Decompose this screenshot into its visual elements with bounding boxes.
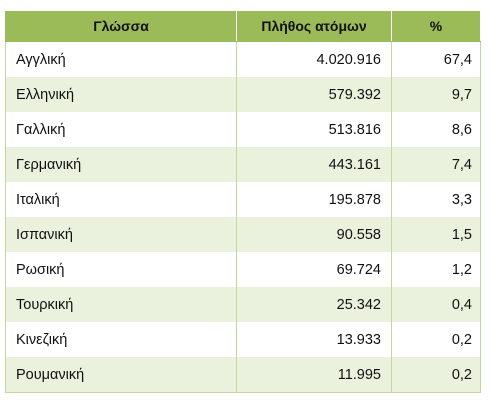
cell-percent: 3,3 [391,182,481,217]
cell-count: 4.020.916 [236,41,392,77]
cell-percent: 9,7 [391,77,481,112]
cell-count: 513.816 [236,112,392,147]
cell-language: Γαλλική [5,112,237,147]
cell-language: Ελληνική [5,77,237,112]
table-row: Κινεζική 13.933 0,2 [5,322,481,357]
cell-language: Κινεζική [5,322,237,357]
cell-language: Ρουμανική [5,357,237,393]
cell-language: Τουρκική [5,287,237,322]
cell-percent: 0,2 [391,357,481,393]
cell-count: 579.392 [236,77,392,112]
cell-language: Γερμανική [5,147,237,182]
cell-language: Ισπανική [5,217,237,252]
table-row: Ελληνική 579.392 9,7 [5,77,481,112]
cell-language: Αγγλική [5,41,237,77]
cell-count: 25.342 [236,287,392,322]
cell-percent: 1,2 [391,252,481,287]
cell-language: Ρωσική [5,252,237,287]
cell-count: 11.995 [236,357,392,393]
table-row: Ιταλική 195.878 3,3 [5,182,481,217]
languages-table: Γλώσσα Πλήθος ατόμων % Αγγλική 4.020.916… [5,10,481,393]
cell-percent: 8,6 [391,112,481,147]
header-language: Γλώσσα [5,10,237,42]
table-row: Γερμανική 443.161 7,4 [5,147,481,182]
cell-percent: 67,4 [391,41,481,77]
table-row: Αγγλική 4.020.916 67,4 [5,41,481,77]
cell-count: 90.558 [236,217,392,252]
cell-count: 13.933 [236,322,392,357]
header-row: Γλώσσα Πλήθος ατόμων % [5,10,481,42]
table-row: Τουρκική 25.342 0,4 [5,287,481,322]
cell-percent: 7,4 [391,147,481,182]
header-count: Πλήθος ατόμων [236,10,392,42]
table-row: Ρωσική 69.724 1,2 [5,252,481,287]
cell-percent: 0,2 [391,322,481,357]
cell-count: 69.724 [236,252,392,287]
cell-language: Ιταλική [5,182,237,217]
cell-percent: 1,5 [391,217,481,252]
table-row: Ισπανική 90.558 1,5 [5,217,481,252]
cell-count: 443.161 [236,147,392,182]
table-row: Γαλλική 513.816 8,6 [5,112,481,147]
cell-count: 195.878 [236,182,392,217]
table-row: Ρουμανική 11.995 0,2 [5,357,481,393]
cell-percent: 0,4 [391,287,481,322]
header-percent: % [391,10,481,42]
